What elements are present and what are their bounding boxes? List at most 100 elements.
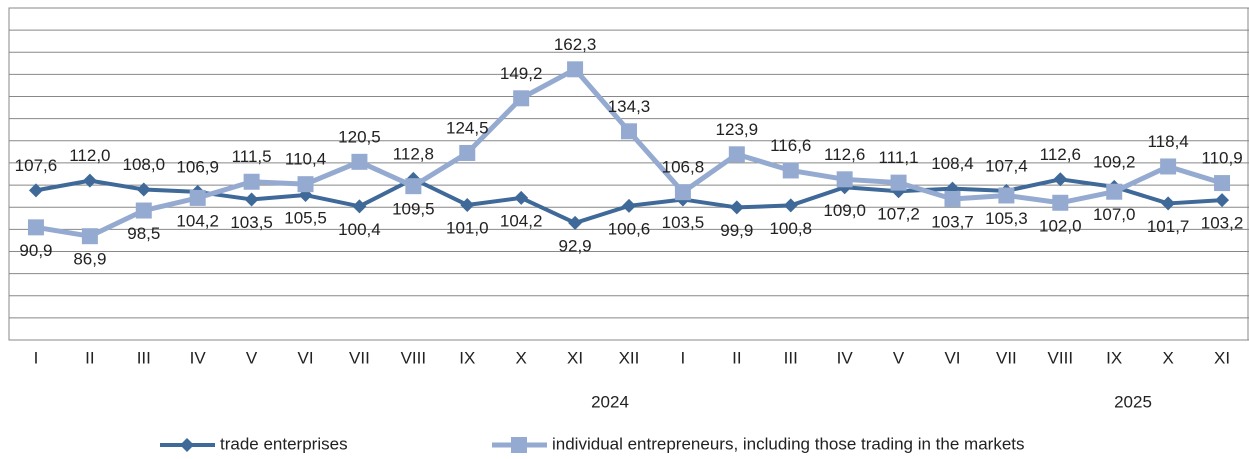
x-tick-label: III: [784, 348, 798, 367]
marker: [460, 197, 475, 212]
x-tick-label: VII: [996, 348, 1017, 367]
x-tick-label: VII: [349, 348, 370, 367]
data-label: 106,9: [176, 157, 219, 176]
marker: [890, 174, 907, 191]
x-tick-label: VI: [297, 348, 313, 367]
data-label: 112,6: [824, 145, 865, 164]
marker: [1160, 158, 1177, 175]
data-label: 112,6: [1040, 145, 1081, 164]
data-label: 102,0: [1039, 216, 1082, 235]
data-label: 104,2: [176, 211, 219, 230]
marker: [135, 202, 152, 219]
marker: [1106, 183, 1123, 200]
marker: [729, 200, 744, 215]
x-tick-label: X: [1162, 348, 1173, 367]
data-label: 149,2: [500, 64, 543, 83]
marker: [836, 171, 853, 188]
year-label: 2025: [1114, 392, 1152, 411]
data-label: 100,8: [769, 219, 812, 238]
marker: [28, 183, 43, 198]
data-label: 107,2: [877, 205, 920, 224]
marker: [81, 228, 98, 245]
x-tick-label: III: [137, 348, 151, 367]
data-label: 111,1: [879, 148, 919, 167]
x-tick-label: VI: [944, 348, 960, 367]
marker: [243, 173, 260, 190]
data-label: 109,5: [392, 200, 435, 219]
data-label: 109,0: [823, 201, 866, 220]
marker: [728, 146, 745, 163]
marker: [998, 187, 1015, 204]
data-label: 116,6: [770, 136, 811, 155]
data-label: 101,0: [446, 218, 489, 237]
data-label: 112,0: [69, 146, 110, 165]
x-tick-label: IX: [1106, 348, 1122, 367]
marker: [27, 219, 44, 236]
marker: [459, 144, 476, 161]
marker: [1214, 175, 1231, 192]
marker: [297, 176, 314, 193]
data-label: 110,4: [285, 150, 326, 169]
marker: [513, 90, 530, 107]
year-label: 2024: [591, 392, 629, 411]
data-label: 103,5: [662, 213, 705, 232]
marker: [1053, 172, 1068, 187]
marker: [782, 162, 799, 179]
data-label: 98,5: [127, 224, 160, 243]
data-label: 134,3: [608, 97, 651, 116]
data-label: 108,0: [123, 155, 166, 174]
data-label: 105,5: [284, 209, 327, 228]
x-tick-label: IV: [837, 348, 854, 367]
data-label: 100,4: [338, 220, 381, 239]
marker: [514, 190, 529, 205]
data-label: 103,2: [1201, 214, 1244, 233]
marker: [622, 198, 636, 213]
legend-label: individual entrepreneurs, including thos…: [552, 434, 1025, 453]
legend-marker: [180, 438, 194, 452]
data-label: 86,9: [73, 250, 106, 269]
x-tick-label: XI: [567, 348, 583, 367]
marker: [567, 61, 584, 78]
marker: [351, 153, 368, 170]
x-tick-label: IX: [459, 348, 475, 367]
data-label: 101,7: [1147, 217, 1190, 236]
data-label: 92,9: [559, 236, 592, 255]
x-tick-label: V: [246, 348, 258, 367]
data-label: 112,8: [393, 144, 434, 163]
data-label: 123,9: [716, 120, 759, 139]
data-label: 124,5: [446, 118, 489, 137]
marker: [783, 198, 798, 213]
data-label: 110,9: [1201, 149, 1242, 168]
marker: [674, 184, 691, 201]
legend-label: trade enterprises: [220, 434, 348, 453]
x-tick-label: I: [34, 348, 39, 367]
marker: [352, 199, 367, 214]
x-tick-label: IV: [190, 348, 207, 367]
data-label: 103,5: [230, 213, 273, 232]
marker: [136, 182, 151, 197]
data-label: 105,3: [985, 209, 1028, 228]
data-label: 111,5: [232, 147, 272, 166]
marker: [1052, 194, 1069, 211]
marker: [621, 123, 637, 140]
data-label: 90,9: [19, 241, 52, 260]
data-label: 118,4: [1147, 132, 1188, 151]
x-tick-label: I: [681, 348, 686, 367]
x-tick-label: X: [516, 348, 527, 367]
data-label: 100,6: [608, 219, 651, 238]
x-tick-label: V: [893, 348, 905, 367]
data-label: 106,8: [662, 158, 705, 177]
legend-marker: [511, 437, 527, 453]
data-label: 107,6: [15, 156, 58, 175]
x-tick-label: VIII: [401, 348, 427, 367]
x-tick-label: XII: [619, 348, 640, 367]
marker: [1161, 196, 1176, 211]
marker: [189, 189, 206, 206]
x-tick-label: XI: [1214, 348, 1230, 367]
data-label: 103,7: [931, 212, 974, 231]
marker: [1215, 193, 1230, 208]
data-label: 99,9: [720, 221, 753, 240]
marker: [944, 191, 961, 208]
data-label: 109,2: [1093, 152, 1136, 171]
